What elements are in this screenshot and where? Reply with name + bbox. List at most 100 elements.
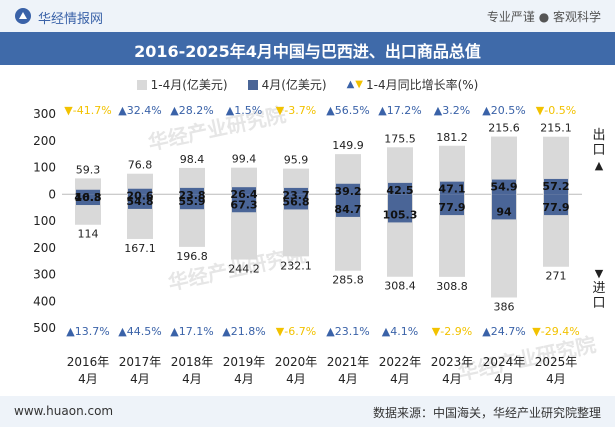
x-tick-label: 2023年 — [431, 355, 474, 369]
value-label-ytd-export: 59.3 — [76, 163, 101, 176]
y-tick-label: 200 — [33, 241, 56, 255]
x-tick-label: 4月 — [234, 372, 254, 386]
bar-apr-import — [544, 194, 568, 216]
value-label-ytd-export: 95.9 — [284, 154, 309, 167]
x-tick-label: 4月 — [546, 372, 566, 386]
growth-label-export: ▲17.2% — [378, 104, 421, 117]
value-label-ytd-export: 175.5 — [384, 132, 416, 145]
value-label-ytd-export: 149.9 — [332, 139, 364, 152]
side-label-import: ▼ 进口 — [591, 266, 607, 311]
x-tick-label: 2025年 — [535, 355, 578, 369]
x-tick-label: 4月 — [442, 372, 462, 386]
bar-apr-import — [492, 194, 516, 220]
brand-name: 华经情报网 — [38, 12, 104, 27]
growth-label-export: ▼-41.7% — [64, 104, 111, 117]
export-label-text: 出口 — [592, 128, 606, 158]
footer-source: 数据来源：中国海关，华经产业研究院整理 — [372, 406, 601, 420]
value-label-ytd-export: 99.4 — [232, 153, 257, 166]
value-label-ytd-import: 308.8 — [436, 280, 468, 293]
value-label-apr-export: 42.5 — [386, 184, 413, 197]
value-label-apr-import: 94 — [496, 205, 512, 218]
x-tick-label: 4月 — [130, 372, 150, 386]
bar-apr-import — [388, 194, 412, 223]
value-label-ytd-import: 114 — [78, 228, 99, 241]
bar-apr-export — [336, 183, 360, 195]
value-label-apr-import: 77.9 — [438, 201, 465, 214]
x-tick-label: 2021年 — [327, 355, 370, 369]
value-label-ytd-import: 271 — [546, 270, 567, 283]
y-tick-label: 500 — [33, 321, 56, 335]
x-tick-label: 4月 — [390, 372, 410, 386]
title-bar — [0, 32, 615, 65]
x-tick-label: 2024年 — [483, 355, 526, 369]
tagline: 专业严谨 ● 客观科学 — [486, 10, 601, 24]
legend-label-growth: 1-4月同比增长率(%) — [366, 78, 479, 92]
value-label-ytd-import: 386 — [494, 301, 515, 314]
growth-label-import: ▲17.1% — [170, 325, 213, 338]
bar-apr-import — [336, 194, 360, 217]
import-label-text: 进口 — [592, 281, 606, 311]
value-label-apr-import: 84.7 — [334, 203, 361, 216]
x-tick-label: 4月 — [78, 372, 98, 386]
bar-apr-export — [76, 189, 100, 195]
bar-apr-import — [232, 194, 256, 213]
bar-apr-import — [128, 194, 152, 209]
value-label-apr-import: 54.8 — [126, 195, 153, 208]
legend-label-ytd: 1-4月(亿美元) — [150, 78, 228, 92]
bar-apr-export — [544, 178, 568, 195]
growth-label-import: ▲23.1% — [326, 325, 369, 338]
value-label-ytd-export: 181.2 — [436, 131, 468, 144]
growth-label-import: ▲21.8% — [222, 325, 265, 338]
value-label-apr-import: 77.9 — [542, 201, 569, 214]
growth-label-export: ▲28.2% — [170, 104, 213, 117]
value-label-ytd-export: 76.8 — [128, 159, 153, 172]
bar-apr-export — [180, 187, 204, 195]
growth-label-export: ▼-3.7% — [276, 104, 316, 117]
x-tick-label: 4月 — [286, 372, 306, 386]
bar-apr-export — [128, 188, 152, 195]
growth-label-export: ▼-0.5% — [536, 104, 576, 117]
growth-label-import: ▼-29.4% — [532, 325, 579, 338]
value-label-apr-import: 67.3 — [230, 198, 257, 211]
value-label-apr-export: 23.8 — [178, 189, 205, 202]
value-label-ytd-export: 215.6 — [488, 122, 520, 135]
x-tick-label: 2022年 — [379, 355, 422, 369]
growth-label-import: ▲24.7% — [482, 325, 525, 338]
bar-apr-export — [440, 181, 464, 195]
value-label-ytd-import: 308.4 — [384, 280, 416, 293]
y-tick-label: 300 — [33, 107, 56, 121]
bar-apr-export — [284, 187, 308, 195]
value-label-apr-export: 26.4 — [230, 188, 257, 201]
y-tick-label: 100 — [33, 161, 56, 175]
x-tick-label: 4月 — [494, 372, 514, 386]
growth-label-export: ▲3.2% — [434, 104, 470, 117]
value-label-ytd-import: 167.1 — [124, 242, 156, 255]
y-tick-label: 0 — [48, 187, 56, 201]
footer-bar — [0, 396, 615, 427]
legend: 1-4月(亿美元) 4月(亿美元) ▲ ▼ 1-4月同比增长率(%) — [0, 76, 615, 93]
value-label-apr-import: 56.8 — [282, 195, 309, 208]
growth-label-import: ▲44.5% — [118, 325, 161, 338]
x-tick-label: 4月 — [338, 372, 358, 386]
x-tick-label: 2020年 — [275, 355, 318, 369]
value-label-apr-export: 20.6 — [126, 190, 153, 203]
value-label-apr-export: 23.7 — [282, 189, 309, 202]
side-label-export: 出口 ▲ — [591, 128, 607, 173]
x-tick-label: 2019年 — [223, 355, 266, 369]
legend-item-ytd: 1-4月(亿美元) — [136, 76, 228, 93]
x-tick-label: 2016年 — [67, 355, 110, 369]
growth-label-import: ▲4.1% — [382, 325, 418, 338]
value-label-apr-export: 39.2 — [334, 185, 361, 198]
growth-label-import: ▼-2.9% — [432, 325, 472, 338]
growth-label-import: ▲13.7% — [66, 325, 109, 338]
value-label-ytd-import: 232.1 — [280, 259, 312, 272]
down-triangle-icon: ▼ — [355, 79, 363, 90]
bar-apr-import — [440, 194, 464, 216]
growth-label-export: ▲56.5% — [326, 104, 369, 117]
value-label-apr-import: 55.9 — [178, 195, 205, 208]
growth-label-export: ▲20.5% — [482, 104, 525, 117]
value-label-apr-import: 105.3 — [383, 208, 418, 221]
bar-apr-import — [180, 194, 204, 210]
